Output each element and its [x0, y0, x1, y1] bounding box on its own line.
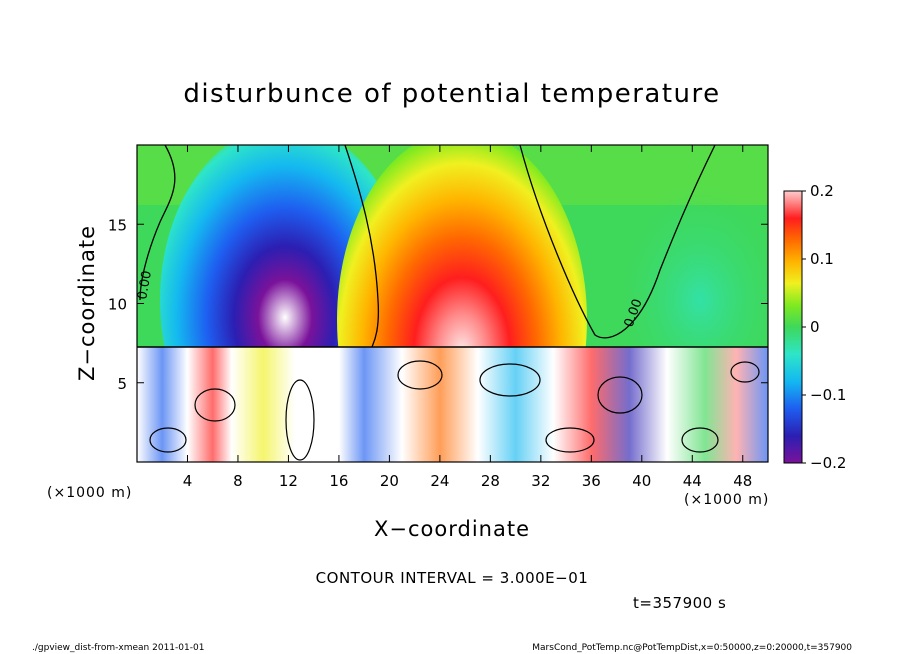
zero-contour-left	[139, 145, 176, 301]
zero-contour-label-left: 0.00	[135, 270, 155, 301]
colorbar-tick-label: −0.2	[810, 454, 846, 472]
x-tick-label: 36	[582, 472, 601, 490]
heatmap-field: 0.00 0.00	[135, 145, 768, 462]
zero-contour-right	[519, 145, 716, 339]
small-eddies	[149, 360, 760, 461]
time-label: t=357900 s	[633, 594, 726, 612]
y-tick-label: 5	[117, 375, 127, 393]
chart-title: disturbunce of potential temperature	[183, 79, 720, 109]
x-axis-unit-left: (×1000 m)	[47, 485, 132, 501]
y-tick-label: 15	[108, 216, 127, 234]
x-tick-label: 44	[683, 472, 702, 490]
lower-turbulent-layer	[137, 347, 768, 462]
footer-right: MarsCond_PotTemp.nc@PotTempDist,x=0:5000…	[532, 643, 852, 653]
y-axis-label: Z−coordinate	[75, 225, 99, 381]
x-tick-label: 24	[430, 472, 449, 490]
colorbar-tick-label: 0	[810, 318, 820, 336]
x-axis-unit-right: (×1000 m)	[684, 492, 769, 508]
x-tick-label: 16	[329, 472, 348, 490]
lower-layer-wash	[137, 347, 768, 462]
colorbar	[783, 190, 803, 464]
colorbar-tick-label: 0.2	[810, 182, 834, 200]
x-tick-label: 28	[481, 472, 500, 490]
contour-interval: CONTOUR INTERVAL = 3.000E−01	[316, 569, 589, 587]
y-tick-label: 10	[108, 296, 127, 314]
x-tick-label: 4	[183, 472, 193, 490]
colorbar-ticks: −0.2 −0.1 0 0.1 0.2	[802, 182, 846, 472]
x-tick-label: 32	[531, 472, 550, 490]
x-axis: 4 8 12 16 20 24 28 32 36 40 44 48	[183, 145, 752, 490]
colorbar-tick-label: 0.1	[810, 250, 834, 268]
x-tick-label: 8	[233, 472, 243, 490]
x-tick-label: 20	[380, 472, 399, 490]
footer-left: ./gpview_dist-from-xmean 2011-01-01	[32, 643, 204, 653]
x-tick-label: 40	[632, 472, 651, 490]
zero-contour-mid	[344, 145, 380, 348]
x-axis-label: X−coordinate	[374, 517, 530, 541]
x-tick-label: 48	[733, 472, 752, 490]
colorbar-tick-label: −0.1	[810, 386, 846, 404]
x-tick-label: 12	[279, 472, 298, 490]
y-axis: 5 10 15	[108, 216, 768, 393]
